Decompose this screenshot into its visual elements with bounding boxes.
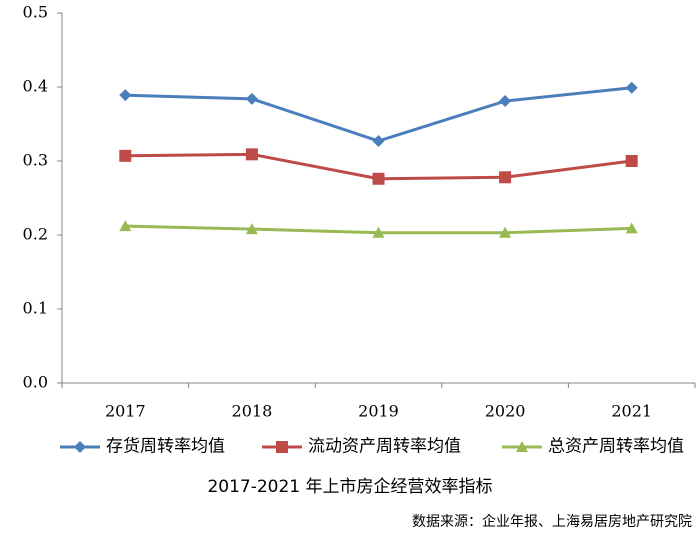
source-note: 数据来源：企业年报、上海易居房地产研究院 (412, 513, 692, 530)
y-tick-label: 0.3 (23, 151, 48, 170)
marker (372, 226, 385, 238)
marker (372, 172, 385, 185)
marker (499, 171, 512, 184)
marker (625, 222, 638, 234)
legend-label: 流动资产周转率均值 (308, 437, 461, 457)
marker (499, 226, 512, 238)
marker (119, 89, 132, 102)
series-line (125, 86, 632, 143)
x-tick-label: 2021 (611, 402, 652, 421)
legend-label: 存货周转率均值 (106, 437, 225, 457)
marker (499, 95, 512, 108)
marker (625, 81, 638, 94)
marker (245, 148, 258, 161)
y-tick-label: 0.2 (23, 225, 48, 244)
chart-title: 2017-2021 年上市房企经营效率指标 (207, 477, 492, 497)
x-tick-label: 2018 (232, 402, 273, 421)
marker (245, 92, 258, 105)
marker (516, 441, 528, 452)
marker (245, 223, 258, 235)
x-tick-label: 2019 (358, 402, 399, 421)
marker (372, 135, 385, 148)
y-tick-label: 0.1 (23, 299, 48, 318)
marker (119, 220, 132, 232)
y-tick-label: 0.4 (23, 77, 48, 96)
marker (119, 149, 132, 162)
legend-label: 总资产周转率均值 (548, 437, 684, 457)
x-tick-label: 2017 (105, 402, 146, 421)
y-tick-label: 0.0 (23, 373, 48, 392)
x-tick-label: 2020 (485, 402, 526, 421)
marker (625, 155, 638, 167)
marker (74, 441, 86, 453)
marker (276, 441, 288, 453)
y-tick-label: 0.5 (23, 3, 48, 22)
